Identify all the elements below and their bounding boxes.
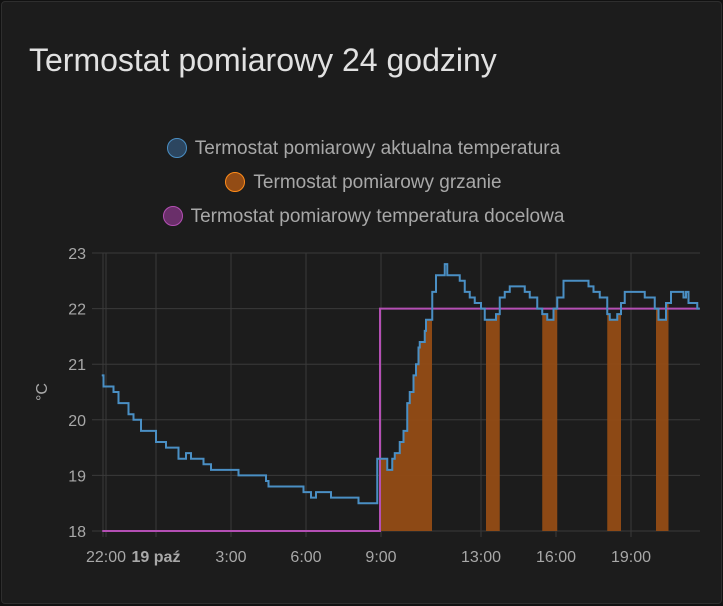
y-tick-label: 19 (68, 468, 86, 485)
heating-bar (607, 314, 621, 531)
chart-legend: Termostat pomiarowy aktualna temperatura… (2, 132, 723, 234)
x-tick-label: 22:00 (86, 549, 126, 566)
x-tick-label: 9:00 (365, 549, 396, 566)
legend-item-target-temperature[interactable]: Termostat pomiarowy temperatura docelowa (2, 200, 723, 234)
x-tick-label: 13:00 (461, 549, 501, 566)
current-temperature-line (101, 263, 700, 505)
card-title: Termostat pomiarowy 24 godziny (29, 42, 497, 78)
legend-label: Termostat pomiarowy grzanie (253, 172, 502, 193)
legend-item-heating[interactable]: Termostat pomiarowy grzanie (2, 166, 723, 200)
legend-swatch-icon (225, 172, 246, 192)
y-tick-label: 23 (68, 246, 86, 263)
legend-item-current-temperature[interactable]: Termostat pomiarowy aktualna temperatura (2, 132, 723, 166)
heating-bar (380, 319, 432, 531)
heating-bar (486, 314, 500, 531)
y-tick-label: 21 (68, 357, 86, 374)
x-tick-label: 3:00 (215, 549, 246, 566)
legend-label: Termostat pomiarowy aktualna temperatura (194, 138, 561, 159)
y-tick-label: 18 (68, 524, 86, 541)
x-tick-label: 19:00 (611, 549, 651, 566)
legend-swatch-icon (166, 138, 187, 158)
x-tick-label: 19 paź (132, 549, 181, 566)
y-axis-label: °C (34, 383, 51, 401)
legend-label: Termostat pomiarowy temperatura docelowa (190, 206, 565, 227)
heating-bar (656, 303, 669, 531)
x-tick-label: 6:00 (290, 549, 321, 566)
y-tick-label: 20 (68, 413, 86, 430)
legend-swatch-icon (162, 206, 183, 226)
y-tick-label: 22 (68, 302, 86, 319)
heating-bar (542, 308, 558, 531)
x-tick-label: 16:00 (536, 549, 576, 566)
